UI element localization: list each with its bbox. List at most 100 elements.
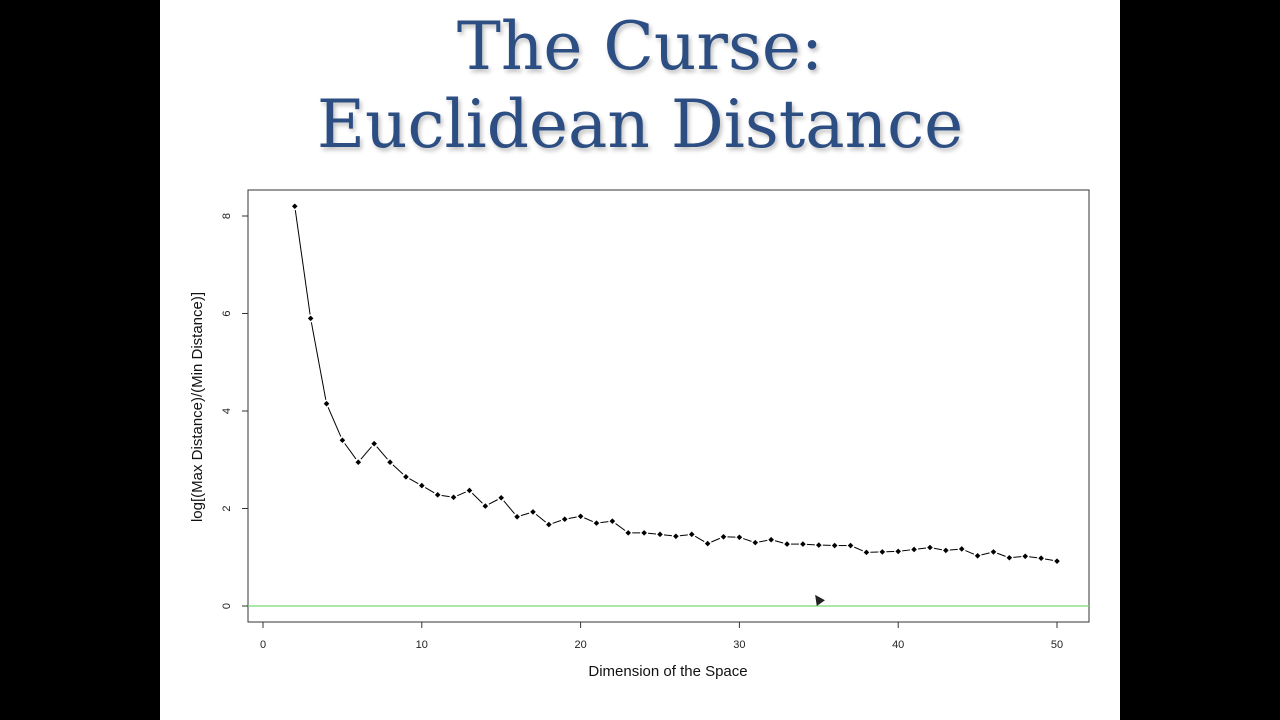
data-point [1022,553,1029,560]
slide: The Curse: Euclidean Distance 0 10 20 30 40 5… [160,0,1120,720]
data-point [1038,555,1044,562]
series-segment [376,446,388,460]
series-segment [965,550,975,555]
series-segment [933,547,942,551]
data-point [625,530,632,536]
series-segment [694,535,705,543]
title-line-1: The Curse: [456,8,824,85]
series-segment [584,517,594,523]
series-segment [743,538,752,542]
data-point [879,549,886,555]
series-segment [552,520,562,524]
data-point [784,541,790,547]
data-point [657,531,663,538]
x-axis: 0 10 20 30 40 50 [260,621,1063,651]
series-segment [663,534,672,537]
data-point [403,474,409,480]
data-point [720,533,727,540]
data-point [434,492,441,498]
series-segment [997,552,1006,557]
series-segment [711,537,721,543]
chart: 0 10 20 30 40 50 0 2 4 6 8 Dimension of the Space… [189,189,1090,680]
data-point [371,440,377,447]
series-segment [520,512,530,517]
x-tick-label: 0 [260,639,266,651]
data-point [927,544,933,551]
series-segment [981,552,990,556]
series-segment [759,539,768,543]
series-segment [774,540,784,544]
data-point [450,494,457,501]
data-point [546,521,552,528]
data-point [816,542,822,548]
series-segment [327,407,342,437]
data-point [990,549,997,555]
data-point [688,531,695,538]
series-segment [425,487,435,494]
data-point [1006,554,1013,561]
series-segment [568,516,577,519]
y-axis-title: log[(Max Distance)/(Min Distance)] [189,292,206,522]
y-tick-label: 6 [221,310,233,316]
series-segment [310,322,327,400]
data-point [974,552,981,559]
data-point [768,536,774,543]
x-tick-label: 40 [892,639,904,651]
data-point [958,546,965,552]
data-point [466,487,473,494]
series-segment [615,523,626,531]
x-tick-label: 30 [733,639,745,651]
series-segment [344,443,357,460]
series-segment [360,446,372,460]
data-point [800,541,806,547]
data-point [895,548,901,555]
data-point [482,503,489,509]
data-point [514,513,520,520]
data-point [307,315,314,322]
series-segment [441,494,450,498]
data-point [291,203,298,210]
series-segment [902,549,911,552]
x-tick-label: 50 [1051,639,1063,651]
data-point [561,516,568,523]
series-segment [648,532,657,535]
data-point [419,482,425,489]
data-point [609,518,616,524]
series-segment [535,514,547,523]
series-segment [488,499,498,505]
data-point [736,534,743,541]
data-point [704,540,711,547]
y-tick-label: 2 [221,505,233,511]
data-point [847,542,854,549]
data-point [673,533,679,540]
x-axis-title: Dimension of the Space [588,663,747,680]
series-segment [392,464,404,475]
x-tick-label: 20 [574,639,586,651]
title-line-2: Euclidean Distance [316,86,964,163]
series-segment [600,521,609,524]
y-tick-label: 8 [221,213,233,219]
data-point [943,547,949,554]
series-group [291,203,1060,564]
series-segment [503,500,515,515]
data-point [498,494,504,501]
series-segment [1013,556,1022,558]
data-point [387,459,393,465]
series-segment [917,547,927,550]
x-tick-label: 10 [416,639,428,651]
data-point [831,542,838,549]
data-point [530,509,536,515]
data-point [323,400,330,407]
series-segment [471,492,483,504]
y-tick-label: 4 [221,408,233,414]
series-segment [679,534,688,537]
plot-frame [247,189,1090,623]
y-tick-label: 0 [221,603,233,609]
series-segment [409,478,419,485]
data-point [641,530,647,536]
series-segment [294,210,311,315]
series-segment [1029,556,1038,559]
data-point [752,539,759,546]
data-point [863,549,870,556]
data-point [339,437,346,444]
